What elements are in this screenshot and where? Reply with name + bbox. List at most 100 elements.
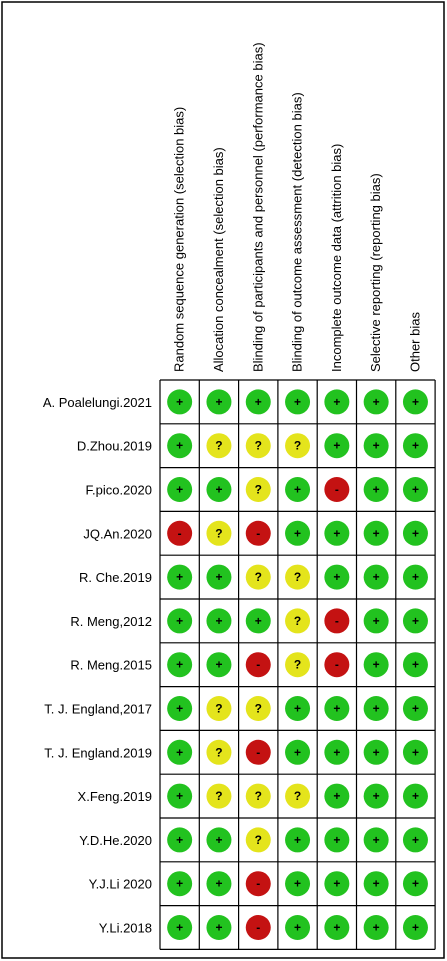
- judgment-circle: [402, 564, 428, 590]
- judgment-symbol: +: [373, 921, 380, 935]
- judgment-symbol: +: [215, 921, 222, 935]
- judgment-circle: [285, 433, 311, 459]
- judgment-symbol: ?: [255, 789, 262, 803]
- judgment-circle: [206, 915, 232, 940]
- study-label: Y.D.He.2020: [79, 833, 152, 848]
- judgment-circle: [206, 783, 232, 809]
- judgment-circle: [363, 389, 389, 415]
- judgment-symbol: +: [333, 702, 340, 716]
- judgment-symbol: +: [294, 921, 301, 935]
- judgment-symbol: ?: [294, 614, 301, 628]
- judgment-circle: [206, 433, 232, 459]
- judgment-circle: [167, 915, 193, 940]
- judgment-circle: [402, 739, 428, 765]
- judgment-symbol: +: [215, 614, 222, 628]
- judgment-circle: [363, 783, 389, 809]
- judgment-circle: [285, 827, 311, 853]
- judgment-circle: [206, 477, 232, 502]
- judgment-circle: [245, 520, 271, 546]
- judgment-symbol: -: [256, 526, 260, 540]
- judgment-symbol: +: [412, 614, 419, 628]
- judgment-symbol: ?: [215, 745, 222, 759]
- judgment-symbol: +: [294, 877, 301, 891]
- judgment-circle: [285, 783, 311, 809]
- judgment-circle: [285, 696, 311, 721]
- judgment-circle: [245, 871, 271, 897]
- judgment-symbol: ?: [215, 526, 222, 540]
- judgment-circle: [324, 520, 350, 546]
- judgment-symbol: +: [294, 526, 301, 540]
- study-label: R. Meng.2015: [70, 658, 152, 673]
- judgment-symbol: +: [176, 702, 183, 716]
- judgment-circle: [167, 564, 193, 590]
- judgment-circle: [363, 652, 389, 678]
- study-label: T. J. England,2017: [44, 702, 152, 717]
- judgment-circle: [167, 652, 193, 678]
- judgment-symbol: +: [412, 833, 419, 847]
- judgment-circle: [324, 389, 350, 415]
- judgment-symbol: +: [373, 395, 380, 409]
- judgment-circle: [167, 783, 193, 809]
- judgment-symbol: ?: [215, 439, 222, 453]
- judgment-circle: [285, 739, 311, 765]
- judgment-symbol: ?: [255, 833, 262, 847]
- judgment-symbol: ?: [294, 570, 301, 584]
- judgment-circle: [167, 477, 193, 502]
- judgment-circle: [402, 915, 428, 940]
- judgment-symbol: +: [373, 614, 380, 628]
- judgment-symbol: ?: [294, 439, 301, 453]
- judgment-symbol: ?: [255, 570, 262, 584]
- judgment-circle: [324, 433, 350, 459]
- judgment-circle: [245, 739, 271, 765]
- judgment-circle: [285, 520, 311, 546]
- judgment-circle: [167, 696, 193, 721]
- judgment-symbol: +: [176, 877, 183, 891]
- judgment-circle: [206, 389, 232, 415]
- judgment-circle: [167, 433, 193, 459]
- judgment-symbol: +: [412, 789, 419, 803]
- judgment-symbol: -: [256, 921, 260, 935]
- judgment-symbol: +: [294, 395, 301, 409]
- judgment-circle: [285, 608, 311, 634]
- study-label: X.Feng.2019: [78, 789, 152, 804]
- judgment-symbol: ?: [294, 789, 301, 803]
- judgment-symbol: -: [335, 614, 339, 628]
- judgment-circle: [363, 477, 389, 502]
- judgment-circle: [245, 783, 271, 809]
- judgment-circle: [285, 564, 311, 590]
- judgment-symbol: -: [256, 877, 260, 891]
- judgment-circle: [245, 915, 271, 940]
- judgment-symbol: +: [412, 395, 419, 409]
- judgment-circle: [402, 652, 428, 678]
- judgment-symbol: +: [412, 439, 419, 453]
- judgment-circle: [402, 389, 428, 415]
- judgment-symbol: ?: [215, 789, 222, 803]
- column-header: Allocation concealment (selection bias): [211, 147, 226, 372]
- judgment-symbol: +: [333, 921, 340, 935]
- judgment-circle: [324, 696, 350, 721]
- judgment-symbol: +: [373, 702, 380, 716]
- judgment-circle: [245, 433, 271, 459]
- judgment-symbol: +: [412, 658, 419, 672]
- judgment-symbol: +: [176, 921, 183, 935]
- judgment-symbol: +: [176, 789, 183, 803]
- judgment-circle: [167, 608, 193, 634]
- judgment-circle: [245, 564, 271, 590]
- judgment-circle: [324, 871, 350, 897]
- judgment-symbol: +: [176, 745, 183, 759]
- judgment-circle: [245, 652, 271, 678]
- judgment-symbol: -: [335, 658, 339, 672]
- judgment-circle: [324, 739, 350, 765]
- judgment-circle: [285, 389, 311, 415]
- judgment-circle: [285, 477, 311, 502]
- judgment-symbol: +: [412, 570, 419, 584]
- judgment-symbol: +: [373, 877, 380, 891]
- judgment-symbol: +: [412, 745, 419, 759]
- judgment-symbol: +: [373, 833, 380, 847]
- judgment-circle: [206, 520, 232, 546]
- judgment-symbol: +: [412, 877, 419, 891]
- judgment-symbol: +: [373, 658, 380, 672]
- judgment-circle: [206, 871, 232, 897]
- judgment-circle: [245, 477, 271, 502]
- judgment-symbol: ?: [255, 439, 262, 453]
